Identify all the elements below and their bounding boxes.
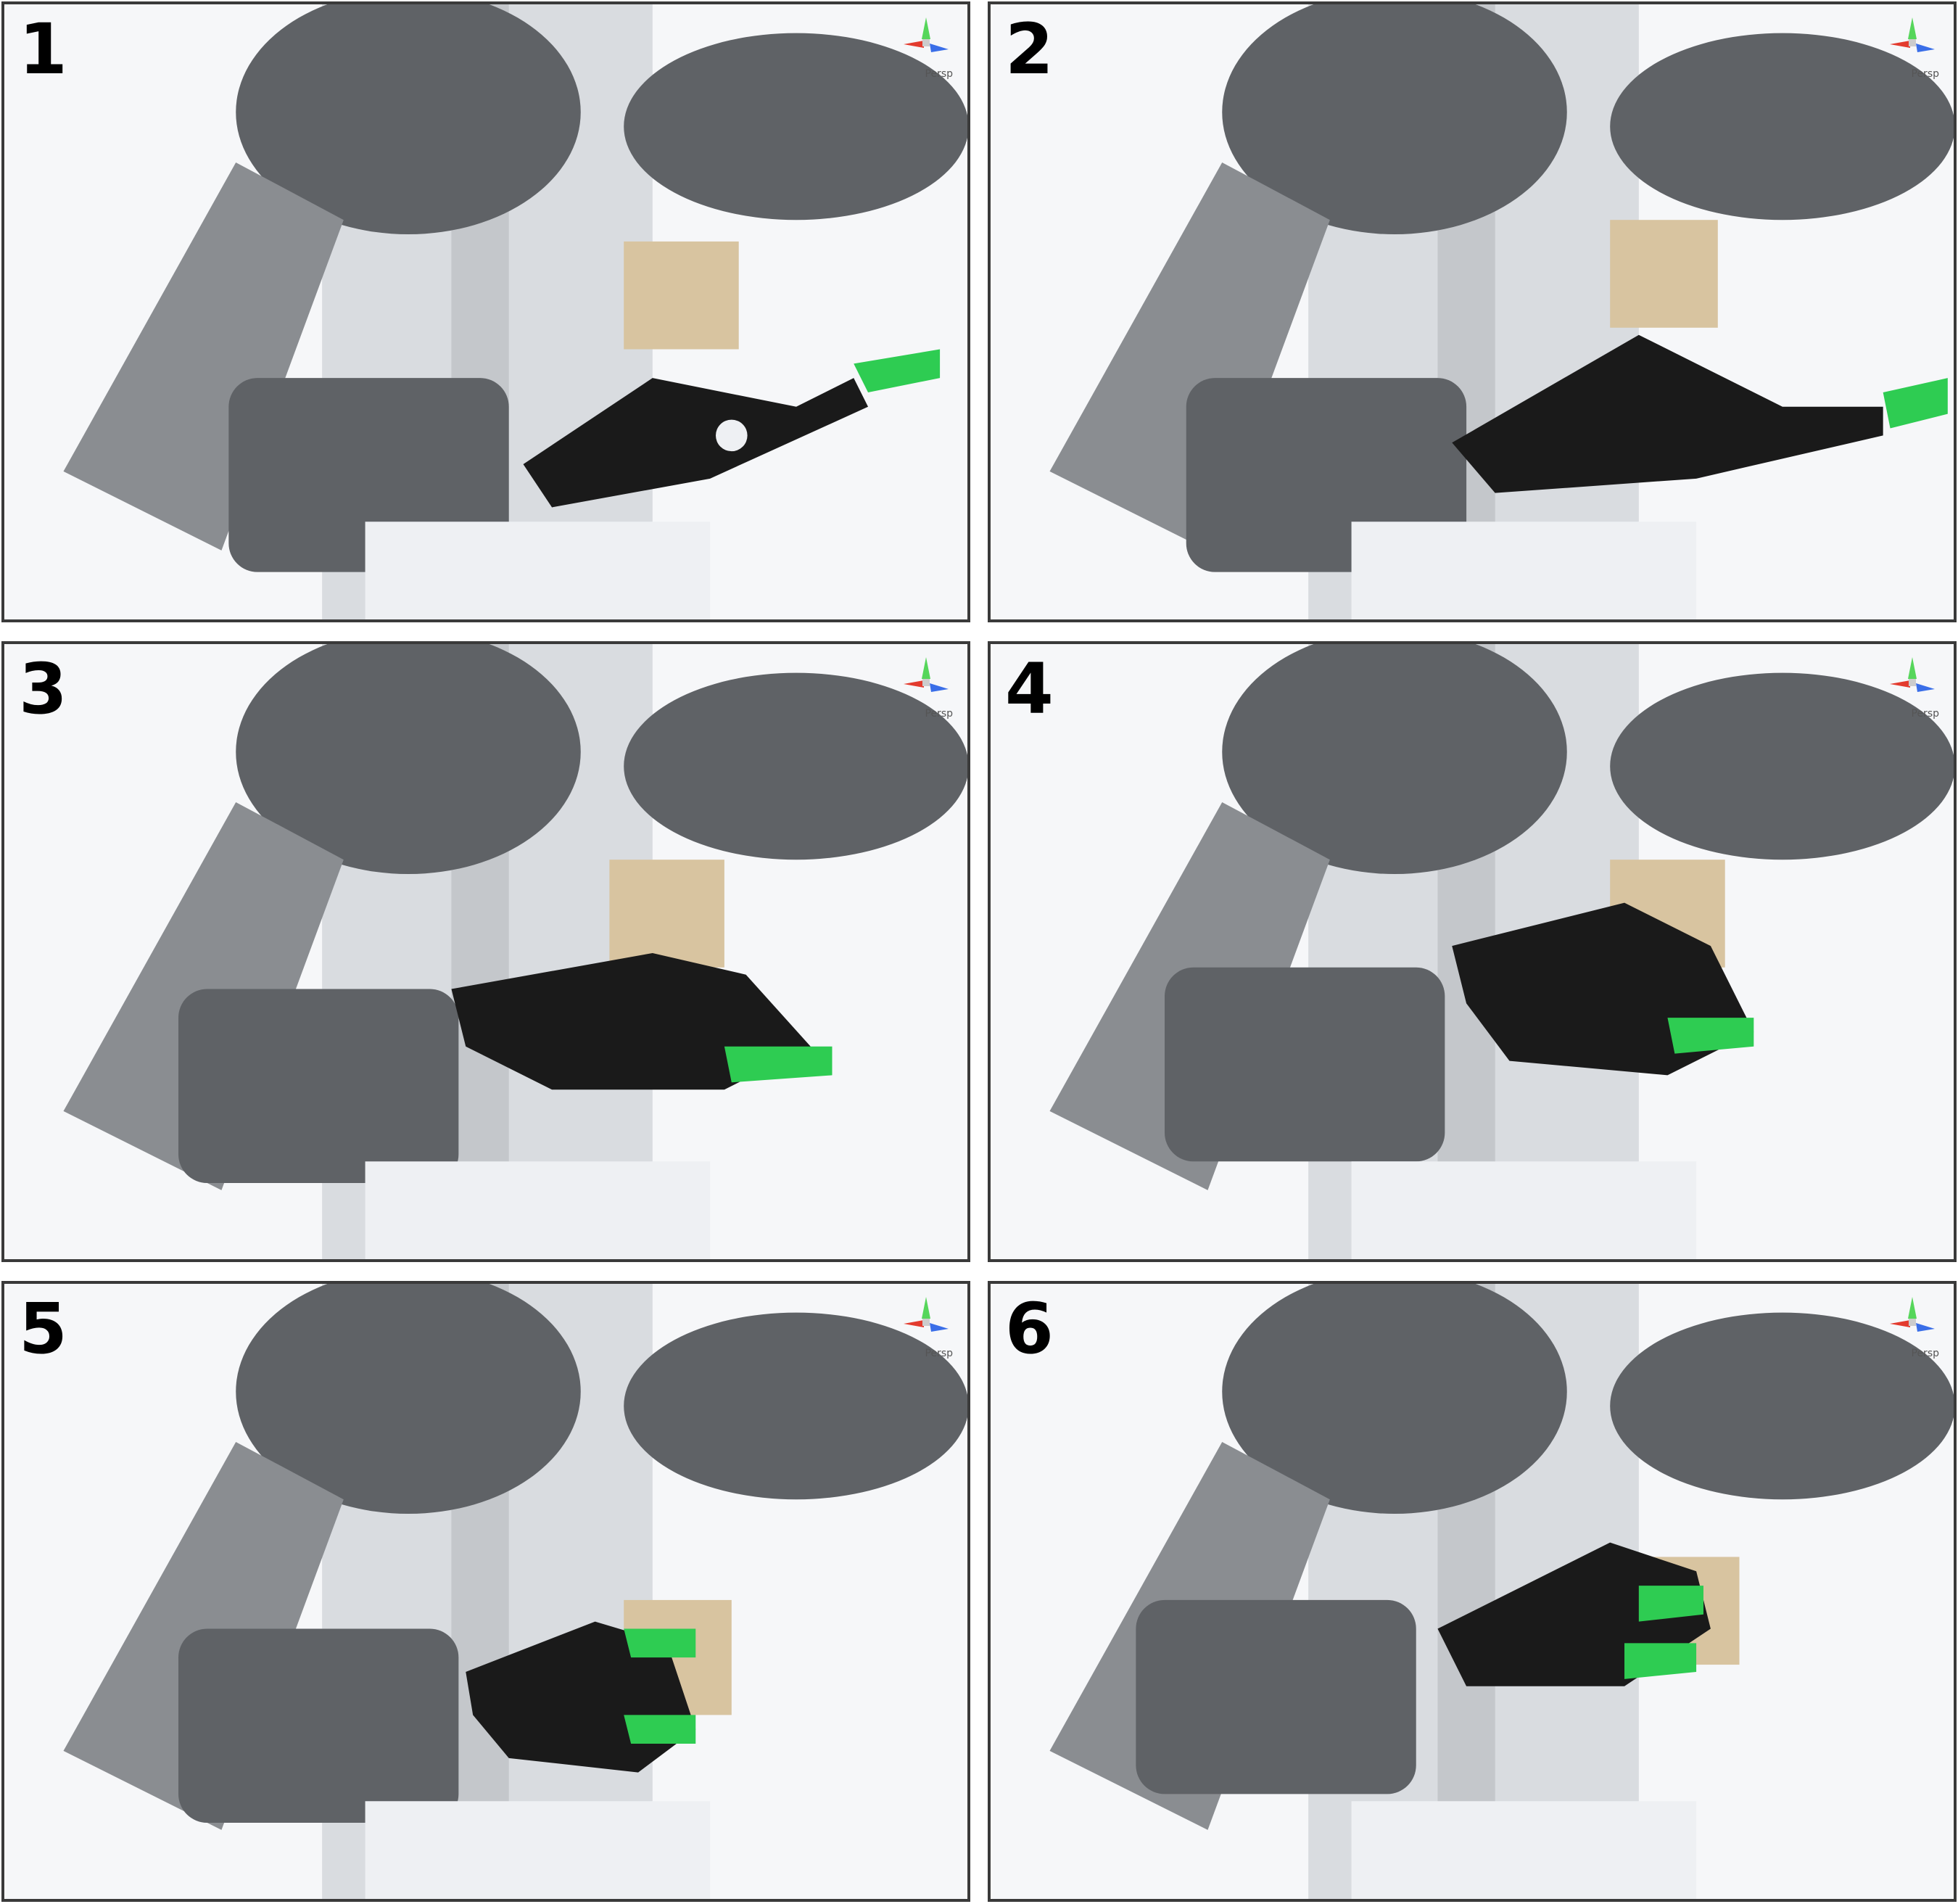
panel-number: 5 <box>19 1288 67 1369</box>
panel-1: 1 Persp <box>1 1 970 622</box>
axis-gizmo-icon[interactable] <box>898 1291 954 1356</box>
axis-gizmo-icon[interactable] <box>898 12 954 77</box>
view-mode-label[interactable]: Persp <box>1911 68 1940 80</box>
panel-number: 3 <box>19 648 67 730</box>
robot-scene <box>6 1284 967 1899</box>
panel-3: 3 Persp <box>1 641 970 1262</box>
robot-scene <box>6 4 967 619</box>
panel-number: 4 <box>1005 648 1054 730</box>
axis-gizmo-icon[interactable] <box>898 651 954 717</box>
robot-scene <box>992 4 1954 619</box>
panel-5: 5 Persp <box>1 1281 970 1902</box>
axis-gizmo-icon[interactable] <box>1884 12 1941 77</box>
axis-gizmo-icon[interactable] <box>1884 651 1941 717</box>
robot-scene <box>992 1284 1954 1899</box>
panel-4: 4 Persp <box>988 641 1957 1262</box>
panel-number: 2 <box>1005 9 1054 90</box>
panel-2: 2 Persp <box>988 1 1957 622</box>
robot-scene <box>992 644 1954 1259</box>
robot-scene <box>6 644 967 1259</box>
panel-number: 6 <box>1005 1288 1054 1369</box>
axis-gizmo-icon[interactable] <box>1884 1291 1941 1356</box>
view-mode-label[interactable]: Persp <box>1911 1348 1940 1359</box>
view-mode-label[interactable]: Persp <box>925 1348 954 1359</box>
panel-6: 6 Persp <box>988 1281 1957 1902</box>
view-mode-label[interactable]: Persp <box>925 708 954 720</box>
panel-number: 1 <box>19 9 67 90</box>
view-mode-label[interactable]: Persp <box>925 68 954 80</box>
view-mode-label[interactable]: Persp <box>1911 708 1940 720</box>
